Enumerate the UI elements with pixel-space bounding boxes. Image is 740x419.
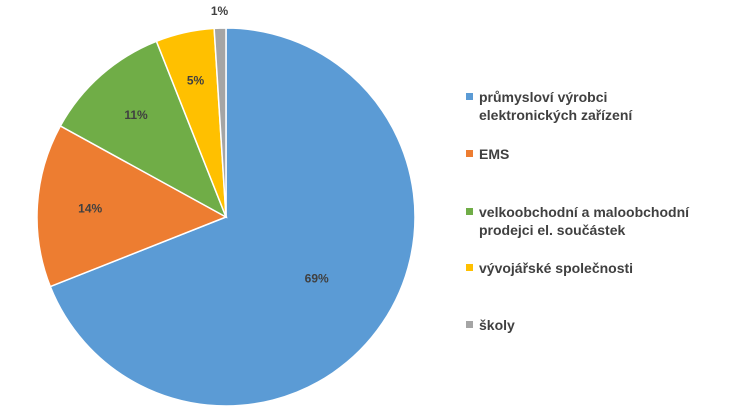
legend-swatch: [466, 208, 473, 215]
pie-slice: [49, 27, 416, 407]
slice-data-label: 11%: [124, 108, 148, 122]
legend-swatch: [466, 93, 473, 100]
slice-data-label: 14%: [78, 201, 102, 215]
legend-label: velkoobchodní a maloobchodní prodejci el…: [479, 204, 690, 238]
legend-label: školy: [479, 317, 515, 333]
legend-label: vývojářské společnosti: [479, 260, 634, 276]
slice-data-label: 69%: [305, 272, 329, 286]
legend-item-development-companies: vývojářské společnosti: [466, 259, 633, 277]
pie-slice: [59, 40, 228, 219]
pie-slice: [36, 124, 228, 288]
legend-item-ems: EMS: [466, 145, 509, 163]
legend-swatch: [466, 321, 473, 328]
legend-item-schools: školy: [466, 316, 515, 334]
slice-data-label: 1%: [211, 4, 229, 18]
slice-data-label: 5%: [187, 74, 205, 88]
legend-item-industrial-manufacturers: průmysloví výrobci elektronických zaříze…: [466, 88, 632, 124]
legend-swatch: [466, 264, 473, 271]
legend-label: průmysloví výrobci elektronických zaříze…: [479, 89, 633, 123]
legend-label: EMS: [479, 146, 510, 162]
legend-item-wholesale-retail: velkoobchodní a maloobchodní prodejci el…: [466, 203, 689, 239]
pie-slice: [213, 27, 227, 218]
legend-swatch: [466, 150, 473, 157]
